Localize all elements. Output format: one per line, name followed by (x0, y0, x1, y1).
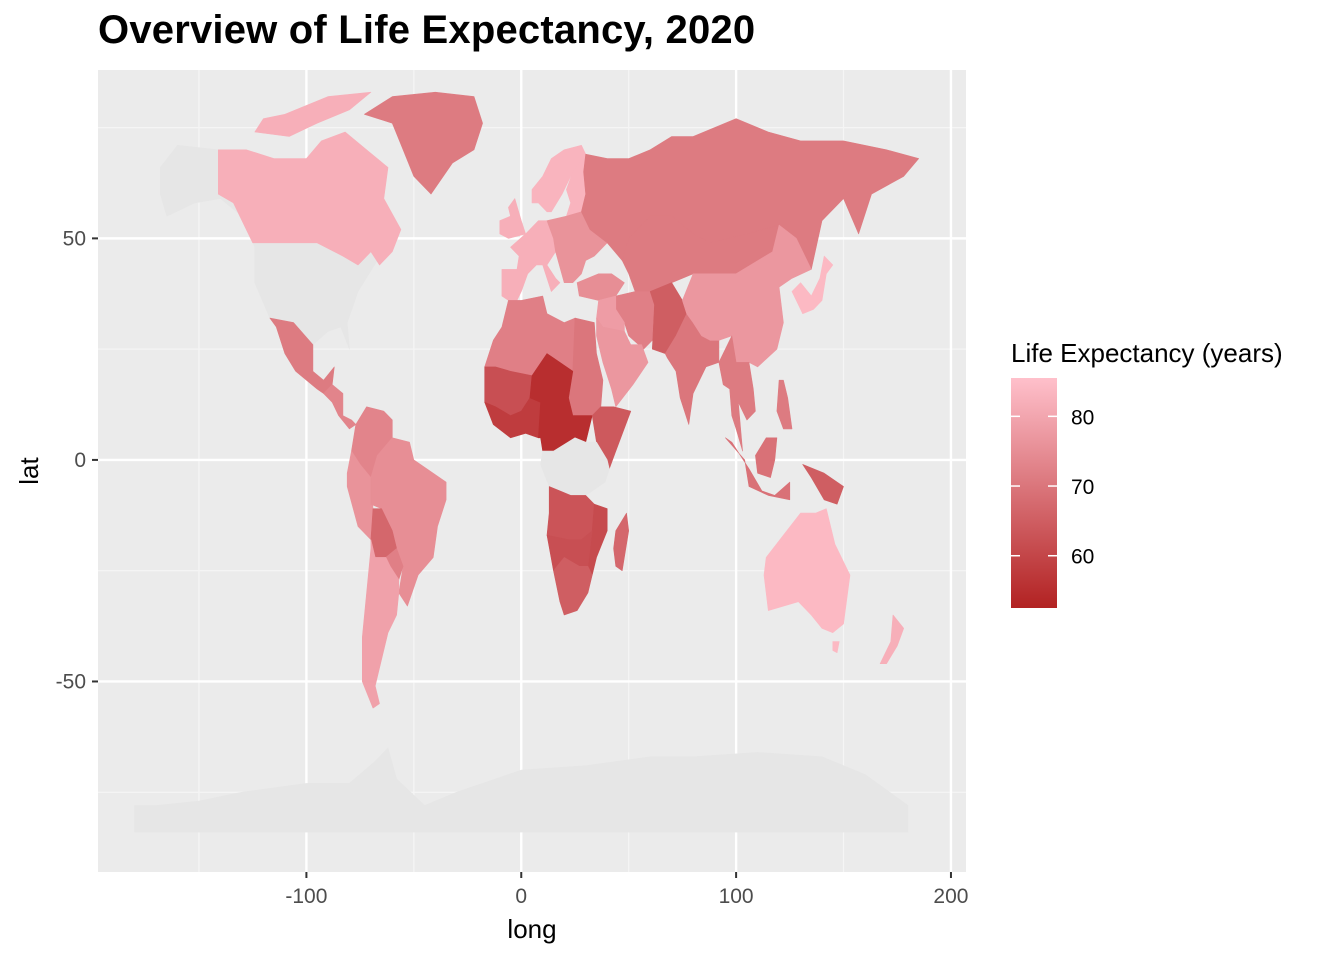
x-axis-title: long (507, 914, 556, 944)
region-brazil (370, 437, 447, 607)
region-tasmania (832, 641, 840, 654)
region-south-africa (553, 557, 593, 616)
legend-colorbar (1011, 378, 1057, 608)
legend: Life Expectancy (years) 60 70 80 (1011, 338, 1283, 608)
x-axis: -100 0 100 200 (285, 872, 968, 908)
region-china (682, 224, 812, 368)
region-australia (763, 508, 851, 634)
region-central-america (323, 384, 357, 430)
region-madagascar (613, 512, 630, 572)
y-axis: -50 0 50 (56, 227, 98, 693)
region-chile-argentina (361, 539, 400, 709)
region-borneo (755, 437, 778, 478)
region-indonesia (725, 437, 791, 501)
y-tick-label: 50 (63, 227, 86, 250)
legend-title: Life Expectancy (years) (1011, 338, 1283, 368)
chart-title: Overview of Life Expectancy, 2020 (98, 8, 756, 52)
region-southeast-asia (718, 335, 756, 452)
map-regions (134, 91, 920, 833)
x-tick-label: 200 (933, 885, 968, 908)
legend-label: 80 (1071, 406, 1094, 429)
region-new-zealand (879, 614, 905, 665)
region-sahel-central (529, 353, 593, 452)
legend-label: 60 (1071, 546, 1094, 569)
region-greenland (364, 91, 483, 195)
y-tick-label: 0 (74, 449, 86, 472)
region-canada (218, 131, 402, 266)
region-antarctica (134, 747, 909, 833)
region-arabia (596, 317, 649, 408)
x-tick-label: 0 (515, 885, 527, 908)
y-axis-title: lat (14, 456, 44, 484)
region-philippines (776, 379, 793, 430)
region-new-guinea (802, 464, 844, 505)
region-canadian-arctic (254, 91, 372, 137)
region-british-isles (499, 198, 526, 239)
x-tick-label: 100 (719, 885, 754, 908)
y-tick-label: -50 (56, 670, 86, 693)
region-japan-korea (791, 255, 834, 315)
region-western-europe (510, 220, 561, 292)
region-turkey-caucasus (576, 273, 625, 301)
legend-label: 70 (1071, 476, 1094, 499)
x-tick-label: -100 (285, 885, 327, 908)
